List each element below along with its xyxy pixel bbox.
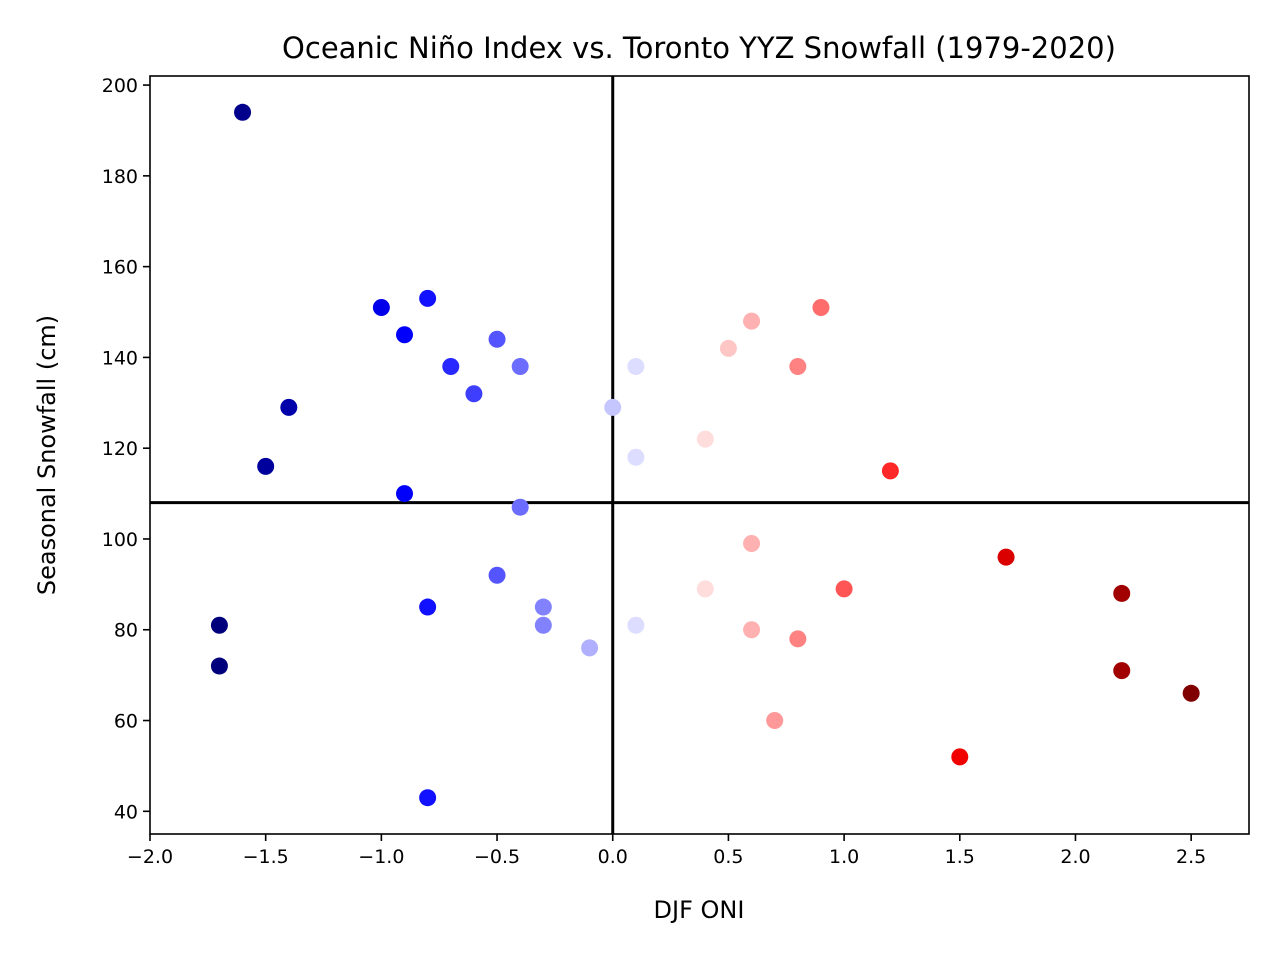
data-point — [766, 712, 784, 730]
plot-area — [149, 75, 1250, 835]
x-tick-label: 0.5 — [713, 846, 743, 868]
data-point — [835, 580, 853, 598]
y-axis-label: Seasonal Snowfall (cm) — [33, 315, 61, 595]
data-point — [627, 616, 645, 634]
data-point — [743, 535, 761, 553]
data-point — [419, 789, 437, 807]
y-tick-label: 160 — [102, 257, 138, 279]
axis-ticks: −2.0 −1.5 −1.0 −0.5 0.0 0.5 1.0 1.5 2.0 2.5 40 60 80… — [102, 75, 1207, 868]
y-tick-label: 60 — [114, 711, 138, 733]
x-tick-label: −0.5 — [474, 846, 520, 868]
y-tick-label: 200 — [102, 75, 138, 97]
x-tick-label: 1.5 — [945, 846, 975, 868]
data-point — [951, 748, 969, 766]
data-point — [396, 485, 414, 503]
data-point — [719, 339, 737, 357]
data-point — [812, 298, 830, 316]
data-point — [234, 103, 252, 121]
data-point — [372, 298, 390, 316]
axes-frame — [149, 75, 1250, 835]
data-point — [789, 357, 807, 375]
x-tick-label: −1.5 — [243, 846, 289, 868]
data-point — [1182, 684, 1200, 702]
data-point — [210, 616, 228, 634]
x-tick-label: −2.0 — [127, 846, 173, 868]
data-point — [419, 598, 437, 616]
data-point — [488, 330, 506, 348]
data-point — [789, 630, 807, 648]
data-point — [604, 398, 622, 416]
data-point — [442, 357, 460, 375]
x-tick-label: 2.0 — [1060, 846, 1090, 868]
x-tick-label: 1.0 — [829, 846, 859, 868]
data-point — [511, 357, 529, 375]
y-tick-label: 40 — [114, 801, 138, 823]
data-point — [1113, 584, 1131, 602]
x-tick-label: 2.5 — [1176, 846, 1206, 868]
data-point — [627, 448, 645, 466]
x-tick-label: 0.0 — [598, 846, 628, 868]
data-point — [534, 598, 552, 616]
y-tick-label: 100 — [102, 529, 138, 551]
data-point — [997, 548, 1015, 566]
data-point — [396, 326, 414, 344]
y-tick-label: 140 — [102, 347, 138, 369]
data-point — [696, 580, 714, 598]
data-point — [210, 657, 228, 675]
data-point — [881, 462, 899, 480]
data-point — [280, 398, 298, 416]
data-point — [465, 385, 483, 403]
x-axis-label: DJF ONI — [654, 896, 745, 924]
data-point — [511, 498, 529, 516]
data-point — [627, 357, 645, 375]
chart-title: Oceanic Niño Index vs. Toronto YYZ Snowf… — [282, 31, 1116, 65]
data-point — [743, 312, 761, 330]
x-tick-label: −1.0 — [358, 846, 404, 868]
y-tick-label: 180 — [102, 166, 138, 188]
data-point — [419, 289, 437, 307]
y-tick-label: 120 — [102, 438, 138, 460]
data-point — [743, 621, 761, 639]
data-point — [534, 616, 552, 634]
data-point — [581, 639, 599, 657]
data-point — [1113, 662, 1131, 680]
data-point — [257, 457, 275, 475]
data-point — [488, 566, 506, 584]
data-point — [696, 430, 714, 448]
y-tick-label: 80 — [114, 620, 138, 642]
